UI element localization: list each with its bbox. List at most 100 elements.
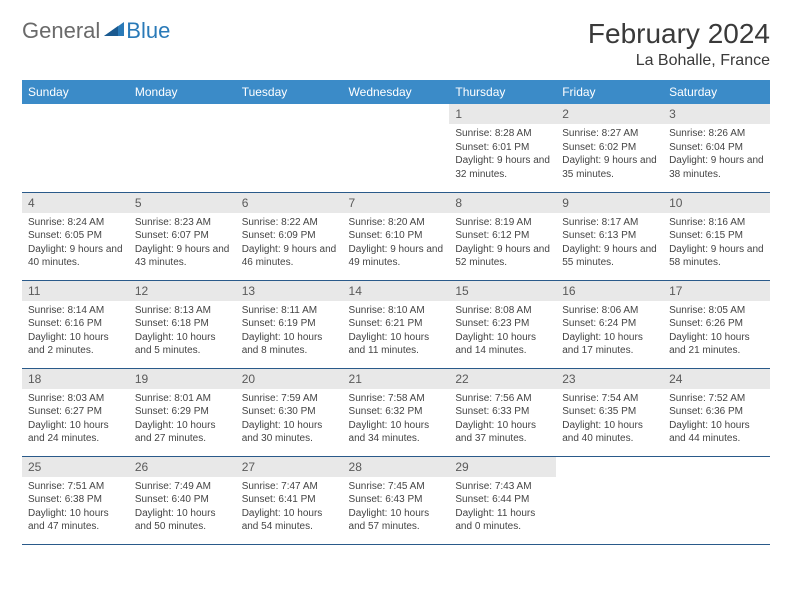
title-location: La Bohalle, France [588, 52, 770, 70]
sunrise-line: Sunrise: 8:05 AM [669, 304, 764, 318]
day-number: 9 [556, 193, 663, 213]
day-number: 3 [663, 104, 770, 124]
daylight-line: Daylight: 10 hours and 50 minutes. [135, 507, 230, 534]
sunrise-line: Sunrise: 8:19 AM [455, 216, 550, 230]
calendar-cell: 6Sunrise: 8:22 AMSunset: 6:09 PMDaylight… [236, 192, 343, 280]
day-details: Sunrise: 8:17 AMSunset: 6:13 PMDaylight:… [556, 213, 663, 274]
daylight-line: Daylight: 10 hours and 14 minutes. [455, 331, 550, 358]
day-number: 5 [129, 193, 236, 213]
sunset-line: Sunset: 6:16 PM [28, 317, 123, 331]
day-number: 23 [556, 369, 663, 389]
daylight-line: Daylight: 10 hours and 24 minutes. [28, 419, 123, 446]
calendar-cell: 15Sunrise: 8:08 AMSunset: 6:23 PMDayligh… [449, 280, 556, 368]
day-number: 1 [449, 104, 556, 124]
day-details: Sunrise: 8:23 AMSunset: 6:07 PMDaylight:… [129, 213, 236, 274]
calendar-cell-empty [556, 456, 663, 544]
sunset-line: Sunset: 6:35 PM [562, 405, 657, 419]
sunrise-line: Sunrise: 8:22 AM [242, 216, 337, 230]
calendar-cell: 26Sunrise: 7:49 AMSunset: 6:40 PMDayligh… [129, 456, 236, 544]
day-number: 20 [236, 369, 343, 389]
calendar-cell: 8Sunrise: 8:19 AMSunset: 6:12 PMDaylight… [449, 192, 556, 280]
calendar-row: 1 Sunrise: 8:28 AMSunset: 6:01 PM Daylight… [22, 104, 770, 192]
day-number: 17 [663, 281, 770, 301]
sunset-line: Sunset: 6:01 PM [455, 141, 550, 155]
sunrise-line: Sunrise: 8:11 AM [242, 304, 337, 318]
calendar-row: 18Sunrise: 8:03 AMSunset: 6:27 PMDayligh… [22, 368, 770, 456]
sunset-line: Sunset: 6:09 PM [242, 229, 337, 243]
calendar-cell: 24Sunrise: 7:52 AMSunset: 6:36 PMDayligh… [663, 368, 770, 456]
sunrise-line: Sunrise: 8:24 AM [28, 216, 123, 230]
day-number: 10 [663, 193, 770, 213]
daylight-line: Daylight: 10 hours and 8 minutes. [242, 331, 337, 358]
day-details: Sunrise: 8:20 AMSunset: 6:10 PMDaylight:… [343, 213, 450, 274]
calendar-cell: 21Sunrise: 7:58 AMSunset: 6:32 PMDayligh… [343, 368, 450, 456]
sunset-line: Sunset: 6:05 PM [28, 229, 123, 243]
daylight-line: Daylight: 10 hours and 21 minutes. [669, 331, 764, 358]
logo-text-general: General [22, 18, 100, 44]
day-details: Sunrise: 8:24 AMSunset: 6:05 PMDaylight:… [22, 213, 129, 274]
page-header: General Blue February 2024 La Bohalle, F… [22, 18, 770, 70]
day-number: 8 [449, 193, 556, 213]
day-details: Sunrise: 8:11 AMSunset: 6:19 PMDaylight:… [236, 301, 343, 362]
sunset-line: Sunset: 6:18 PM [135, 317, 230, 331]
calendar-cell: 27Sunrise: 7:47 AMSunset: 6:41 PMDayligh… [236, 456, 343, 544]
calendar-cell: 4Sunrise: 8:24 AMSunset: 6:05 PMDaylight… [22, 192, 129, 280]
calendar-cell: 16Sunrise: 8:06 AMSunset: 6:24 PMDayligh… [556, 280, 663, 368]
sunset-line: Sunset: 6:10 PM [349, 229, 444, 243]
day-number: 15 [449, 281, 556, 301]
calendar-cell: 11Sunrise: 8:14 AMSunset: 6:16 PMDayligh… [22, 280, 129, 368]
sunrise-line: Sunrise: 8:17 AM [562, 216, 657, 230]
day-number: 4 [22, 193, 129, 213]
calendar-cell: 14Sunrise: 8:10 AMSunset: 6:21 PMDayligh… [343, 280, 450, 368]
daylight-line: Daylight: 9 hours and 35 minutes. [562, 154, 657, 181]
calendar-cell-empty [236, 104, 343, 192]
day-number: 18 [22, 369, 129, 389]
sunrise-line: Sunrise: 8:10 AM [349, 304, 444, 318]
calendar-cell-empty [663, 456, 770, 544]
day-number: 14 [343, 281, 450, 301]
daylight-line: Daylight: 9 hours and 38 minutes. [669, 154, 764, 181]
day-header: Sunday [22, 80, 129, 104]
day-details: Sunrise: 8:13 AMSunset: 6:18 PMDaylight:… [129, 301, 236, 362]
day-number: 2 [556, 104, 663, 124]
day-details: Sunrise: 8:14 AMSunset: 6:16 PMDaylight:… [22, 301, 129, 362]
sunrise-line: Sunrise: 8:06 AM [562, 304, 657, 318]
title-month: February 2024 [588, 18, 770, 50]
calendar-row: 4Sunrise: 8:24 AMSunset: 6:05 PMDaylight… [22, 192, 770, 280]
sunrise-line: Sunrise: 8:28 AM [455, 127, 550, 141]
day-details: Sunrise: 8:19 AMSunset: 6:12 PMDaylight:… [449, 213, 556, 274]
sunset-line: Sunset: 6:13 PM [562, 229, 657, 243]
daylight-line: Daylight: 10 hours and 37 minutes. [455, 419, 550, 446]
daylight-line: Daylight: 10 hours and 44 minutes. [669, 419, 764, 446]
calendar-cell: 13Sunrise: 8:11 AMSunset: 6:19 PMDayligh… [236, 280, 343, 368]
sunrise-line: Sunrise: 8:01 AM [135, 392, 230, 406]
day-number: 26 [129, 457, 236, 477]
calendar-cell: 1Sunrise: 8:28 AMSunset: 6:01 PMDaylight… [449, 104, 556, 192]
day-number: 28 [343, 457, 450, 477]
calendar-table: SundayMondayTuesdayWednesdayThursdayFrid… [22, 80, 770, 545]
sunset-line: Sunset: 6:29 PM [135, 405, 230, 419]
day-number: 11 [22, 281, 129, 301]
sunset-line: Sunset: 6:41 PM [242, 493, 337, 507]
sunset-line: Sunset: 6:23 PM [455, 317, 550, 331]
daylight-line: Daylight: 9 hours and 40 minutes. [28, 243, 123, 270]
day-details: Sunrise: 8:22 AMSunset: 6:09 PMDaylight:… [236, 213, 343, 274]
day-details: Sunrise: 7:45 AMSunset: 6:43 PMDaylight:… [343, 477, 450, 538]
day-details: Sunrise: 8:06 AMSunset: 6:24 PMDaylight:… [556, 301, 663, 362]
sunset-line: Sunset: 6:21 PM [349, 317, 444, 331]
calendar-cell: 17Sunrise: 8:05 AMSunset: 6:26 PMDayligh… [663, 280, 770, 368]
sunset-line: Sunset: 6:40 PM [135, 493, 230, 507]
day-details: Sunrise: 7:49 AMSunset: 6:40 PMDaylight:… [129, 477, 236, 538]
day-details: Sunrise: 8:08 AMSunset: 6:23 PMDaylight:… [449, 301, 556, 362]
sunset-line: Sunset: 6:12 PM [455, 229, 550, 243]
sunset-line: Sunset: 6:15 PM [669, 229, 764, 243]
day-details: Sunrise: 8:05 AMSunset: 6:26 PMDaylight:… [663, 301, 770, 362]
sunset-line: Sunset: 6:19 PM [242, 317, 337, 331]
day-number: 12 [129, 281, 236, 301]
day-details: Sunrise: 7:51 AMSunset: 6:38 PMDaylight:… [22, 477, 129, 538]
sunrise-line: Sunrise: 7:56 AM [455, 392, 550, 406]
daylight-line: Daylight: 10 hours and 40 minutes. [562, 419, 657, 446]
sunset-line: Sunset: 6:02 PM [562, 141, 657, 155]
sunset-line: Sunset: 6:24 PM [562, 317, 657, 331]
day-number: 22 [449, 369, 556, 389]
